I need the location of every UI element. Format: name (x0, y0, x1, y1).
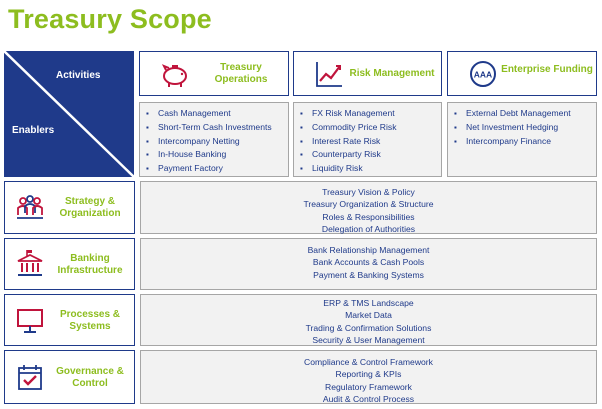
enabler-title-line1: Processes & (59, 309, 121, 320)
list-item: Reporting & KPIs (335, 369, 402, 380)
list-item: Roles & Responsibilities (322, 211, 415, 222)
activity-list-enterprise-funding: External Debt Management Net Investment … (447, 102, 597, 177)
enabler-list-banking-infrastructure: Bank Relationship Management Bank Accoun… (140, 238, 597, 290)
list-item: Bank Accounts & Cash Pools (312, 257, 425, 268)
list-item: In-House Banking (146, 148, 288, 162)
list-item: Intercompany Finance (454, 135, 596, 149)
list-item: Treasury Organization & Structure (303, 199, 434, 210)
list-item: Intercompany Netting (146, 135, 288, 149)
enabler-title-line2: Control (72, 378, 108, 389)
aaa-rating-text: AAA (474, 70, 492, 80)
list-item: Market Data (345, 310, 392, 321)
enabler-list-processes-systems: ERP & TMS Landscape Market Data Trading … (140, 294, 597, 346)
enabler-header-governance-control: Governance & Control (4, 350, 135, 404)
enablers-label: Enablers (12, 125, 55, 136)
list-item: Audit & Control Process (322, 394, 415, 405)
list-item: Liquidity Risk (300, 162, 441, 176)
list-item: Commodity Price Risk (300, 121, 441, 135)
people-organization-icon (17, 195, 43, 219)
page-title: Treasury Scope (8, 4, 212, 34)
enabler-header-processes-systems: Processes & Systems (4, 294, 135, 346)
piggy-bank-icon (161, 64, 187, 87)
list-item: Cash Management (146, 107, 288, 121)
list-item: Interest Rate Risk (300, 135, 441, 149)
list-item: Security & User Management (312, 335, 425, 346)
enabler-list-governance-control: Compliance & Control Framework Reporting… (140, 350, 597, 404)
activity-header-treasury-operations: Treasury Operations (139, 51, 289, 96)
diagonal-divider (4, 51, 134, 177)
list-item: Bank Relationship Management (307, 245, 430, 255)
bank-building-icon (17, 250, 43, 276)
matrix-corner-header: Activities Enablers (4, 51, 134, 177)
activity-title-line2: Operations (214, 74, 268, 85)
list-item: Delegation of Authorities (321, 224, 416, 235)
list-item: Payment Factory (146, 162, 288, 176)
enabler-list-strategy-organization: Treasury Vision & Policy Treasury Organi… (140, 181, 597, 234)
list-item: Treasury Vision & Policy (322, 187, 415, 197)
enabler-title-line2: Infrastructure (57, 265, 123, 276)
list-item: Short-Term Cash Investments (146, 121, 288, 135)
activity-list-treasury-operations: Cash Management Short-Term Cash Investme… (139, 102, 289, 177)
activity-list-risk-management: FX Risk Management Commodity Price Risk … (293, 102, 442, 177)
calendar-check-icon (18, 365, 42, 390)
activity-title-line1: Risk Management (349, 68, 435, 79)
list-item: FX Risk Management (300, 107, 441, 121)
list-item: Net Investment Hedging (454, 121, 596, 135)
enabler-title-line2: Organization (59, 208, 121, 219)
list-item: Regulatory Framework (325, 381, 412, 392)
line-chart-icon (316, 62, 342, 87)
enabler-title-line1: Banking (70, 253, 110, 264)
enabler-header-banking-infrastructure: Banking Infrastructure (4, 238, 135, 290)
enabler-title-line1: Governance & (56, 366, 124, 377)
activity-header-enterprise-funding: AAA Enterprise Funding (447, 51, 597, 96)
activities-label: Activities (56, 70, 101, 81)
enabler-header-strategy-organization: Strategy & Organization (4, 181, 135, 234)
list-item: Compliance & Control Framework (304, 357, 433, 367)
list-item: External Debt Management (454, 107, 596, 121)
list-item: Payment & Banking Systems (313, 269, 424, 280)
aaa-rating-icon: AAA (470, 61, 496, 87)
enabler-title-line1: Strategy & (64, 196, 115, 207)
list-item: Counterparty Risk (300, 148, 441, 162)
computer-monitor-icon (17, 309, 43, 333)
list-item: ERP & TMS Landscape (323, 298, 414, 308)
activity-title-line1: Treasury (220, 62, 262, 73)
activity-header-risk-management: Risk Management (293, 51, 442, 96)
activity-title-line1: Enterprise Funding (501, 64, 593, 75)
list-item: Trading & Confirmation Solutions (305, 322, 432, 333)
enabler-title-line2: Systems (69, 321, 111, 332)
